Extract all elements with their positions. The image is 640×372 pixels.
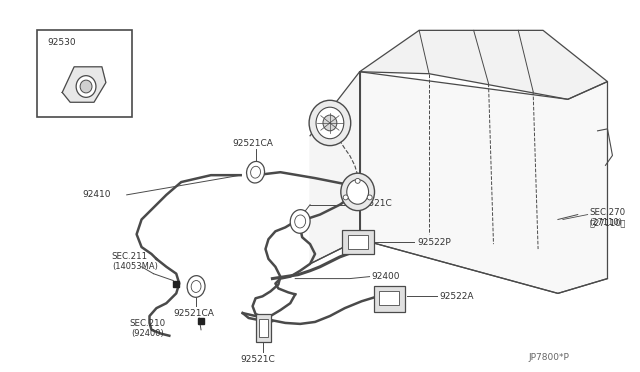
Bar: [255, 314, 271, 341]
Ellipse shape: [323, 115, 337, 131]
Bar: [342, 230, 374, 254]
Text: 92521C: 92521C: [241, 355, 275, 364]
Text: 92522P: 92522P: [417, 238, 451, 247]
Circle shape: [355, 179, 360, 183]
Ellipse shape: [187, 276, 205, 297]
Bar: [38, 31, 132, 117]
Polygon shape: [310, 72, 360, 264]
Text: 92400: 92400: [372, 272, 400, 281]
Text: 【27110】: 【27110】: [589, 218, 626, 227]
Text: (27110): (27110): [589, 218, 623, 227]
Bar: [259, 319, 268, 337]
Text: 92521C: 92521C: [358, 199, 392, 208]
Ellipse shape: [80, 80, 92, 93]
Ellipse shape: [309, 100, 351, 145]
Polygon shape: [62, 67, 106, 102]
Ellipse shape: [347, 180, 369, 204]
Text: (14053MA): (14053MA): [112, 262, 157, 271]
Circle shape: [367, 195, 372, 200]
Text: 92530: 92530: [47, 38, 76, 46]
Bar: [348, 235, 367, 249]
Text: 92521CA: 92521CA: [173, 308, 214, 318]
Ellipse shape: [191, 280, 201, 292]
Bar: [374, 286, 405, 312]
Ellipse shape: [246, 161, 264, 183]
Polygon shape: [360, 72, 607, 294]
Ellipse shape: [316, 107, 344, 139]
Text: SEC.211: SEC.211: [112, 253, 148, 262]
Text: 92410: 92410: [82, 190, 111, 199]
Ellipse shape: [251, 166, 260, 178]
Polygon shape: [360, 31, 607, 99]
Text: 92521CA: 92521CA: [233, 139, 274, 148]
Text: JP7800*P: JP7800*P: [528, 353, 569, 362]
Ellipse shape: [341, 173, 374, 211]
Circle shape: [343, 195, 348, 200]
Ellipse shape: [76, 76, 96, 97]
Ellipse shape: [291, 210, 310, 233]
Text: 92522A: 92522A: [439, 292, 474, 301]
Ellipse shape: [294, 215, 306, 228]
Text: SEC.270: SEC.270: [589, 208, 626, 217]
Text: SEC.210: SEC.210: [130, 320, 166, 328]
Text: (92400): (92400): [132, 329, 164, 338]
Bar: [380, 291, 399, 305]
